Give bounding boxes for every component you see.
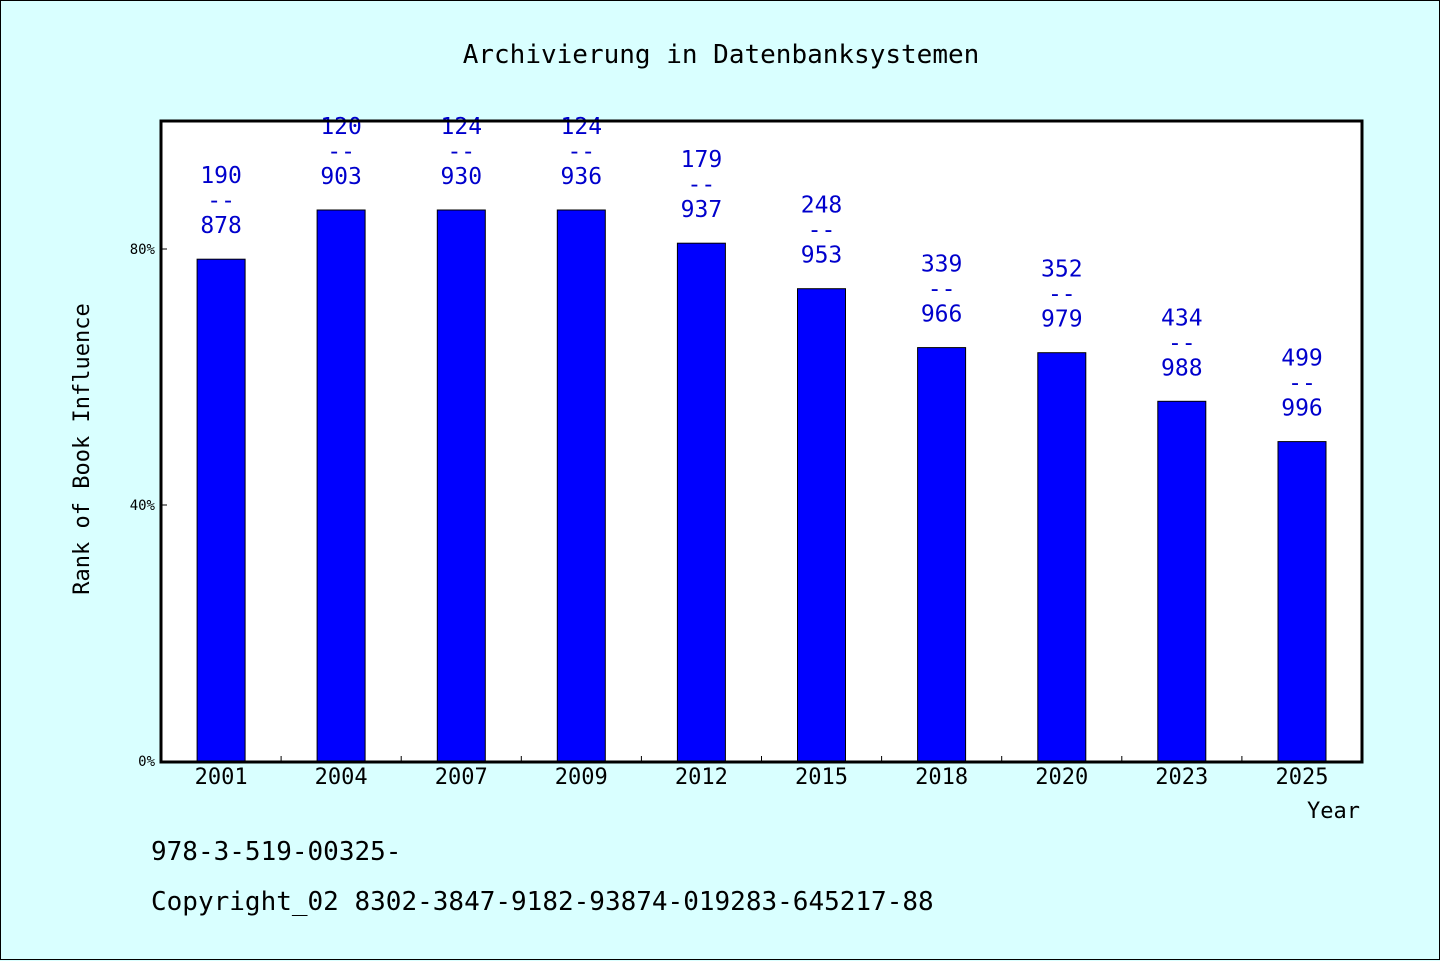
y-tick-label: 0%	[138, 754, 155, 770]
data-label: --	[207, 188, 235, 214]
data-label: 124	[561, 114, 603, 140]
data-label: 966	[921, 302, 963, 328]
data-label: 190	[200, 163, 242, 189]
x-tick-label: 2023	[1155, 765, 1208, 790]
bar	[436, 209, 486, 762]
copyright-text: Copyright_02 8302-3847-9182-93874-019283…	[151, 887, 934, 917]
data-label: 434	[1161, 305, 1203, 331]
data-label: --	[928, 277, 956, 303]
bar	[917, 347, 967, 762]
data-label: 953	[801, 243, 843, 269]
x-tick-label: 2001	[195, 765, 248, 790]
data-label: 903	[320, 164, 362, 190]
data-label: --	[808, 218, 836, 244]
x-axis-label: Year	[1307, 799, 1360, 824]
isbn-text: 978-3-519-00325-	[151, 837, 402, 867]
plot-frame	[159, 119, 1364, 764]
x-tick-label: 2020	[1035, 765, 1088, 790]
data-label: 979	[1041, 307, 1083, 333]
data-label: 988	[1161, 355, 1203, 381]
x-axis-ticks: 2001 2004 2007 2009 2012 2015 2018 2020 2023 2025	[195, 756, 1329, 790]
x-tick-label: 2009	[555, 765, 608, 790]
x-tick-label: 2025	[1276, 765, 1329, 790]
y-axis-label: Rank of Book Influence	[70, 303, 95, 594]
data-label: 248	[801, 193, 843, 219]
data-label: --	[1288, 371, 1316, 397]
data-label: --	[1048, 282, 1076, 308]
data-label: --	[1168, 330, 1196, 356]
data-label: 339	[921, 252, 963, 278]
y-tick-label: 40%	[130, 498, 156, 514]
data-label: 878	[200, 213, 242, 239]
y-axis-ticks: 0% 40% 80%	[130, 242, 167, 770]
data-label: --	[327, 139, 355, 165]
data-label: 499	[1281, 346, 1323, 372]
data-label: 996	[1281, 396, 1323, 422]
bar	[797, 288, 846, 762]
x-tick-label: 2004	[315, 765, 368, 790]
data-label: --	[567, 139, 595, 165]
bar	[1037, 352, 1087, 762]
x-tick-label: 2018	[915, 765, 968, 790]
data-label: 930	[441, 164, 483, 190]
chart-title: Archivierung in Datenbanksystemen	[463, 40, 980, 70]
bar	[1157, 400, 1207, 762]
data-label: 179	[681, 147, 723, 173]
bar	[556, 209, 606, 762]
x-tick-label: 2012	[675, 765, 728, 790]
bar	[316, 209, 366, 762]
x-tick-label: 2015	[795, 765, 848, 790]
data-label: --	[688, 172, 716, 198]
data-label: 124	[441, 114, 483, 140]
data-label: 937	[681, 197, 723, 223]
bar	[676, 242, 726, 762]
data-label: 120	[320, 114, 362, 140]
x-tick-label: 2007	[435, 765, 488, 790]
data-labels-layer: 190--878120--903124--930124--936179--937…	[200, 114, 1322, 422]
bar	[1277, 441, 1327, 762]
data-label: 352	[1041, 257, 1083, 283]
data-label: 936	[561, 164, 603, 190]
data-label: --	[447, 139, 475, 165]
bars-layer	[196, 209, 1327, 762]
y-tick-label: 80%	[130, 242, 156, 258]
bar	[196, 258, 246, 762]
